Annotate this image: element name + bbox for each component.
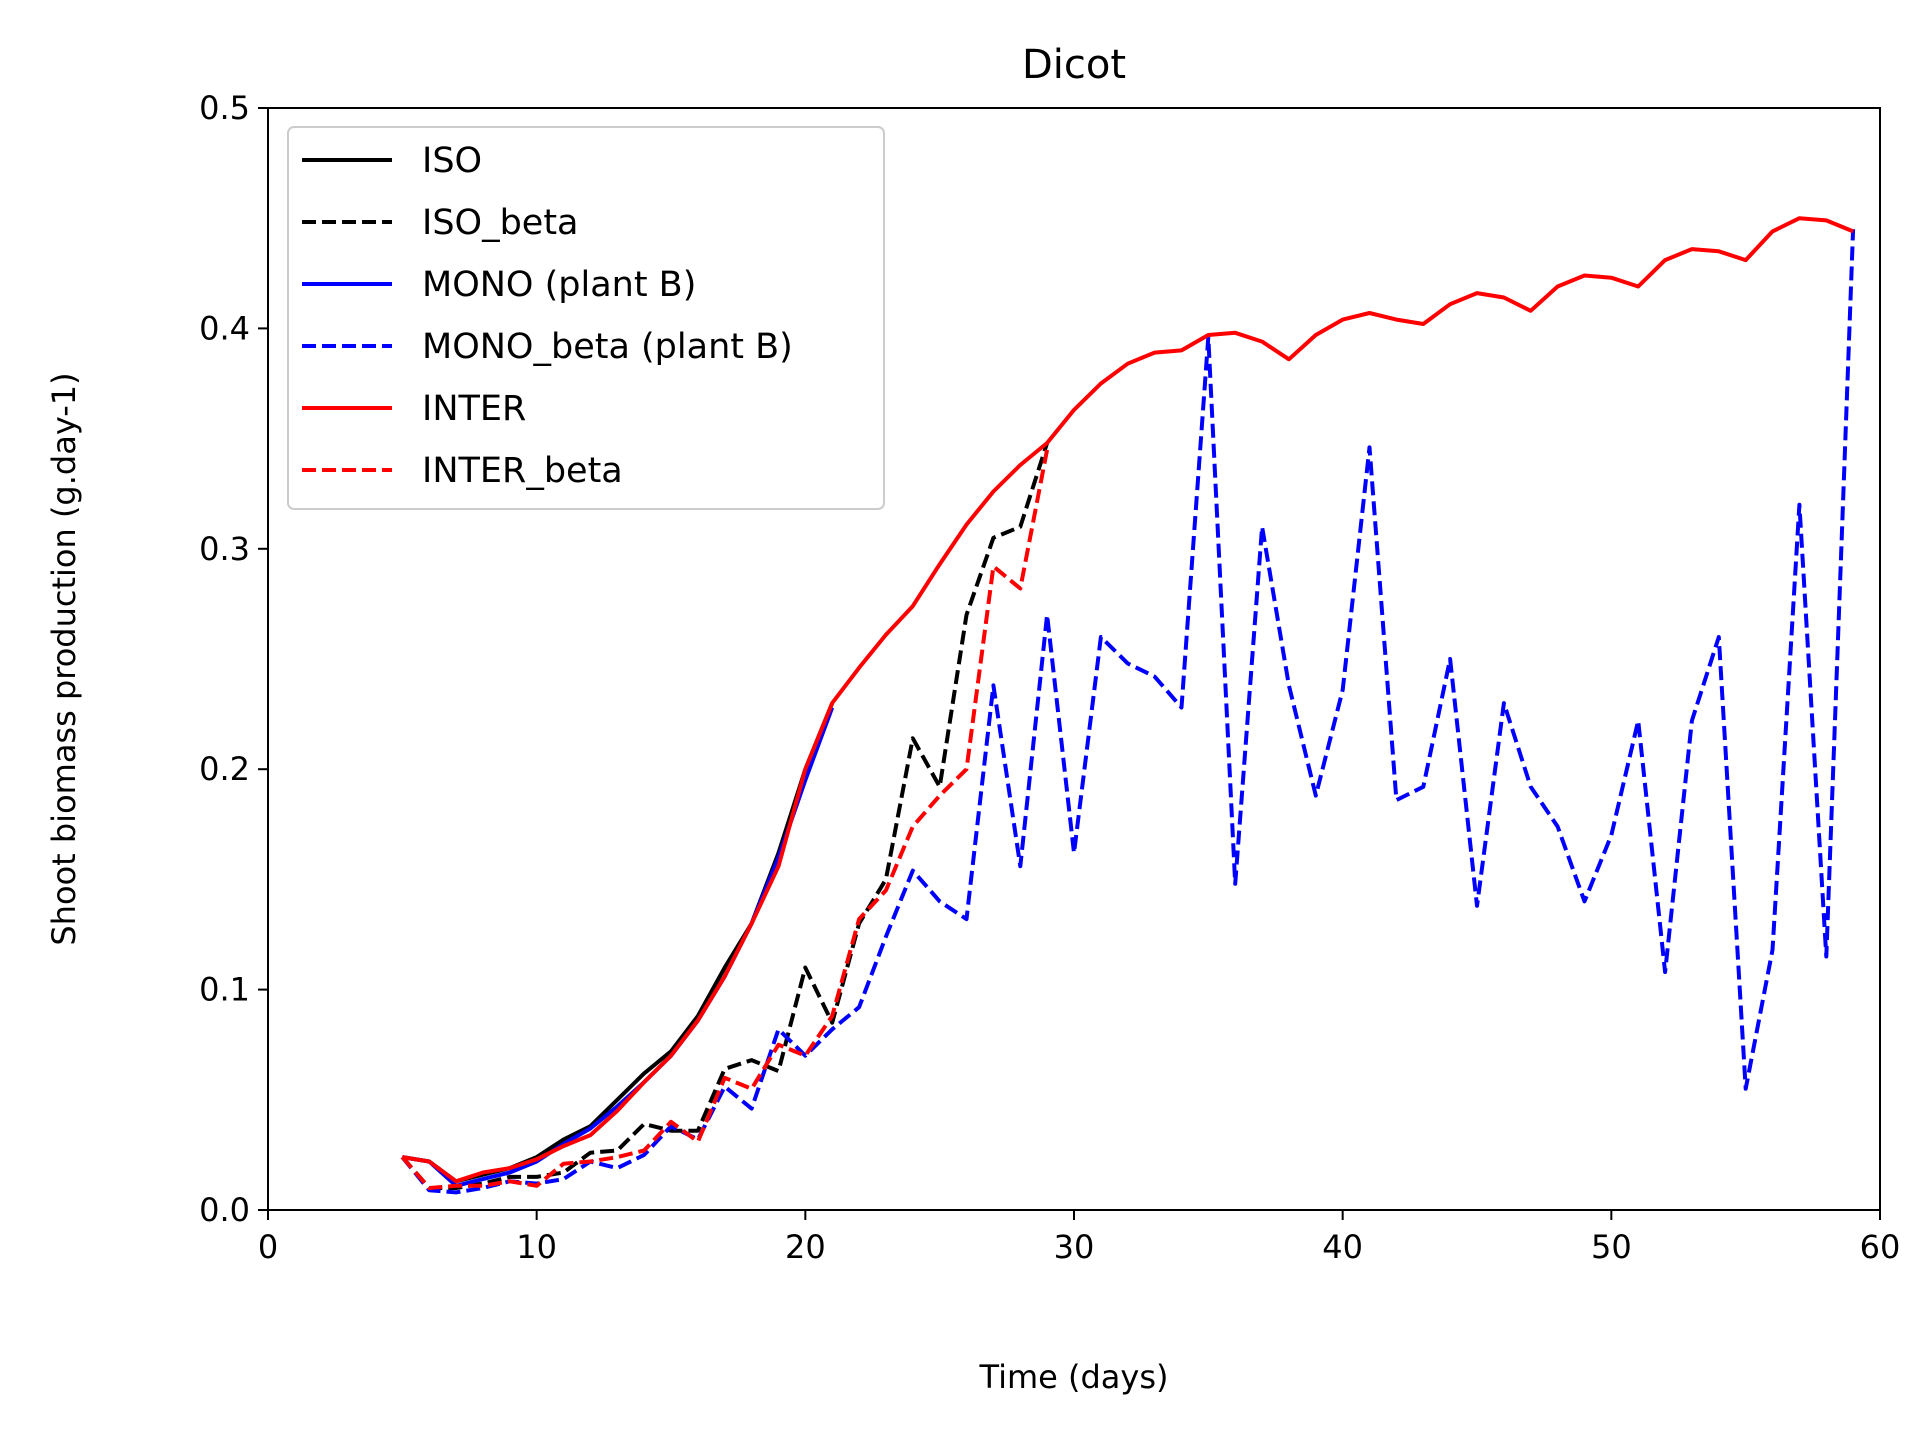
x-axis: 0 10 20 30 40 50 60: [258, 1210, 1901, 1266]
series-line-inter: [401, 216, 1854, 1184]
y-tick-label: 0.0: [199, 1191, 250, 1229]
legend-label-iso-beta: ISO_beta: [422, 203, 579, 243]
series-layer: [400, 216, 1856, 1195]
x-tick-label: 30: [1054, 1228, 1095, 1266]
legend-label-mono-beta-plant-b: MONO_beta (plant B): [422, 327, 793, 367]
legend-label-mono-plant-b: MONO (plant B): [422, 265, 696, 305]
series-line-mono-beta-plant-b: [400, 229, 1856, 1195]
x-tick-label: 0: [258, 1228, 278, 1266]
y-tick-label: 0.3: [199, 530, 250, 568]
series-line-inter-beta: [400, 449, 1050, 1190]
y-tick-label: 0.4: [199, 309, 250, 347]
chart-title: Dicot: [1022, 42, 1126, 88]
legend: ISO ISO_beta MONO (plant B) MONO_beta (plan…: [287, 126, 885, 510]
legend-label-inter: INTER: [422, 389, 526, 429]
y-tick-label: 0.5: [199, 89, 250, 127]
y-tick-label: 0.1: [199, 971, 250, 1009]
legend-box: [287, 126, 885, 510]
legend-label-iso: ISO: [422, 141, 482, 181]
series-line-iso-beta: [400, 442, 1050, 1190]
x-tick-label: 60: [1860, 1228, 1901, 1266]
x-tick-label: 20: [785, 1228, 826, 1266]
y-tick-label: 0.2: [199, 750, 250, 788]
y-axis: 0.0 0.1 0.2 0.3 0.4 0.5: [199, 89, 268, 1229]
x-tick-label: 10: [516, 1228, 557, 1266]
x-tick-label: 50: [1591, 1228, 1632, 1266]
legend-label-inter-beta: INTER_beta: [422, 451, 623, 491]
y-axis-title: Shoot biomass production (g.day-1): [45, 372, 83, 945]
x-axis-title: Time (days): [979, 1358, 1169, 1396]
x-tick-label: 40: [1322, 1228, 1363, 1266]
